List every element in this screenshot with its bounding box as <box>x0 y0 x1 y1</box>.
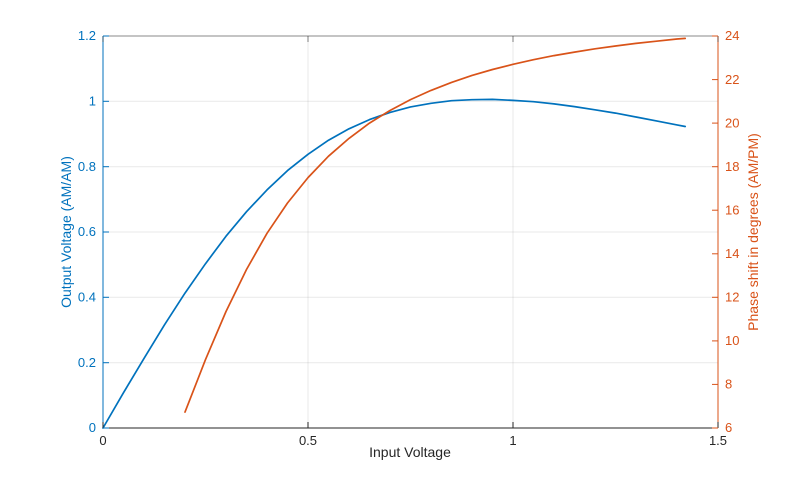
series-am-pm-line <box>184 37 687 413</box>
left-y-tick-label: 1.2 <box>78 28 96 43</box>
right-y-tick-label: 18 <box>725 159 739 174</box>
series-am-am-line <box>102 98 687 429</box>
left-y-tick-label: 0.4 <box>78 289 96 304</box>
right-y-tick-label: 22 <box>725 72 739 87</box>
right-y-tick-label: 14 <box>725 246 739 261</box>
left-y-tick-label: 0 <box>89 420 96 435</box>
x-tick-label: 0 <box>99 433 106 448</box>
x-axis-label: Input Voltage <box>369 444 451 460</box>
left-y-tick-label: 0.2 <box>78 355 96 370</box>
left-y-axis-label: Output Voltage (AM/AM) <box>58 156 74 308</box>
right-y-tick-label: 16 <box>725 202 739 217</box>
right-y-tick-label: 6 <box>725 420 732 435</box>
plot-area <box>103 36 718 428</box>
x-tick-label: 1.5 <box>709 433 727 448</box>
left-y-tick-label: 0.8 <box>78 159 96 174</box>
right-y-tick-label: 20 <box>725 115 739 130</box>
right-y-axis-label: Phase shift in degrees (AM/PM) <box>745 133 761 331</box>
right-y-tick-label: 10 <box>725 333 739 348</box>
right-y-tick-label: 8 <box>725 377 732 392</box>
left-y-tick-label: 0.6 <box>78 224 96 239</box>
right-y-tick-label: 24 <box>725 28 739 43</box>
left-y-tick-label: 1 <box>89 93 96 108</box>
right-y-tick-label: 12 <box>725 289 739 304</box>
x-tick-label: 0.5 <box>299 433 317 448</box>
x-tick-label: 1 <box>509 433 516 448</box>
